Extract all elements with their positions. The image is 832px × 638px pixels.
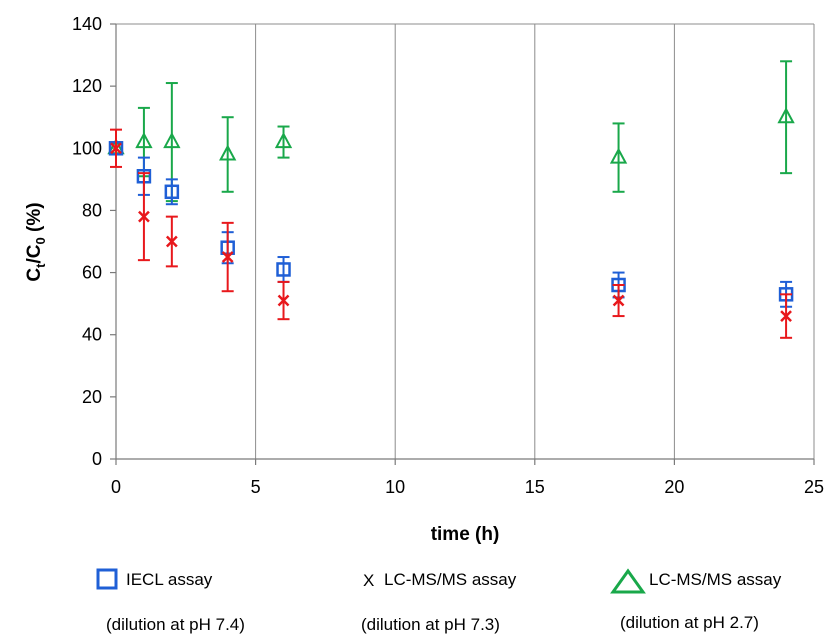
legend-x-marker: X [363, 571, 374, 590]
legend-label: LC-MS/MS assay [384, 570, 517, 589]
axes: 0 20 40 60 80 100 120 140 0 5 10 15 20 25 [72, 14, 824, 497]
y-tick-label: 0 [92, 449, 102, 469]
data-point [219, 144, 237, 161]
legend-label: LC-MS/MS assay [649, 570, 782, 589]
data-point [135, 131, 153, 149]
data-point [276, 262, 291, 277]
series [107, 60, 795, 339]
y-axis-title: Ct/C0 (%) [24, 202, 48, 281]
data-point [780, 310, 792, 322]
data-point [164, 184, 180, 200]
x-tick-label: 20 [664, 477, 684, 497]
legend-item-iecl: IECL assay (dilution at pH 7.4) [96, 568, 245, 634]
data-point [221, 251, 234, 263]
data-point [277, 294, 290, 307]
legend-label-line2: (dilution at pH 2.7) [620, 613, 759, 632]
y-tick-label: 60 [82, 263, 102, 283]
y-tick-label: 40 [82, 325, 102, 345]
x-axis-title: time (h) [431, 524, 500, 545]
y-tick-label: 140 [72, 14, 102, 34]
data-point [777, 107, 795, 124]
y-tick-label: 80 [82, 200, 102, 220]
data-point [165, 235, 178, 248]
data-point [274, 131, 293, 149]
legend-triangle-marker [610, 568, 646, 594]
data-point [110, 142, 122, 155]
x-tick-label: 25 [804, 477, 824, 497]
x-tick-label: 10 [385, 477, 405, 497]
y-tick-label: 100 [72, 138, 102, 158]
legend-square-marker [96, 568, 118, 590]
legend-item-lcms-27: LC-MS/MS assay (dilution at pH 2.7) [610, 568, 782, 632]
series-triangle [107, 60, 795, 203]
x-tick-label: 15 [525, 477, 545, 497]
legend-label-line2: (dilution at pH 7.3) [361, 615, 500, 634]
y-tick-label: 120 [72, 76, 102, 96]
x-tick-label: 5 [251, 477, 261, 497]
legend-label: IECL assay [126, 570, 213, 589]
data-point [138, 210, 150, 223]
legend: IECL assay (dilution at pH 7.4) X LC-MS/… [96, 568, 782, 634]
data-point [609, 147, 628, 164]
series-x [110, 128, 793, 339]
y-tick-label: 20 [82, 387, 102, 407]
legend-item-lcms-73: X LC-MS/MS assay (dilution at pH 7.3) [361, 570, 517, 634]
data-point [612, 294, 625, 307]
x-tick-label: 0 [111, 477, 121, 497]
series-square [108, 141, 794, 308]
legend-label-line2: (dilution at pH 7.4) [106, 615, 245, 634]
data-point [163, 131, 181, 149]
grid [116, 23, 815, 459]
